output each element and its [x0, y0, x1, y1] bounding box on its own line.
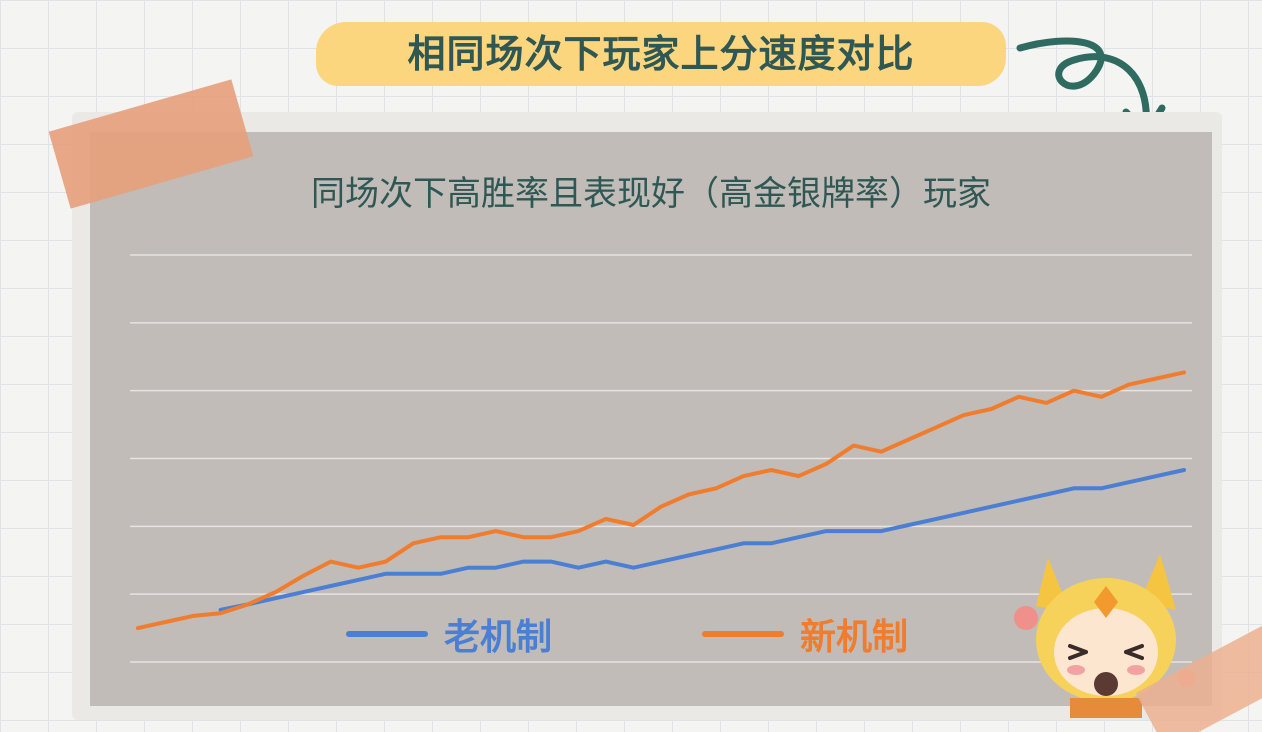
chart-title: 同场次下高胜率且表现好（高金银牌率）玩家 [311, 174, 991, 214]
series-line-old [218, 468, 1186, 612]
legend-label-new: 新机制 [800, 617, 909, 658]
header-banner [316, 22, 1006, 86]
page-title: 相同场次下玩家上分速度对比 [407, 32, 915, 76]
legend-item-new: 新机制 [702, 606, 908, 662]
legend-swatch-new [702, 631, 784, 637]
legend-swatch-old [346, 631, 428, 637]
legend-label-old: 老机制 [444, 617, 553, 658]
series-line-new [136, 370, 1186, 631]
mascot-icon [1014, 554, 1195, 718]
legend-item-old: 老机制 [346, 606, 552, 662]
